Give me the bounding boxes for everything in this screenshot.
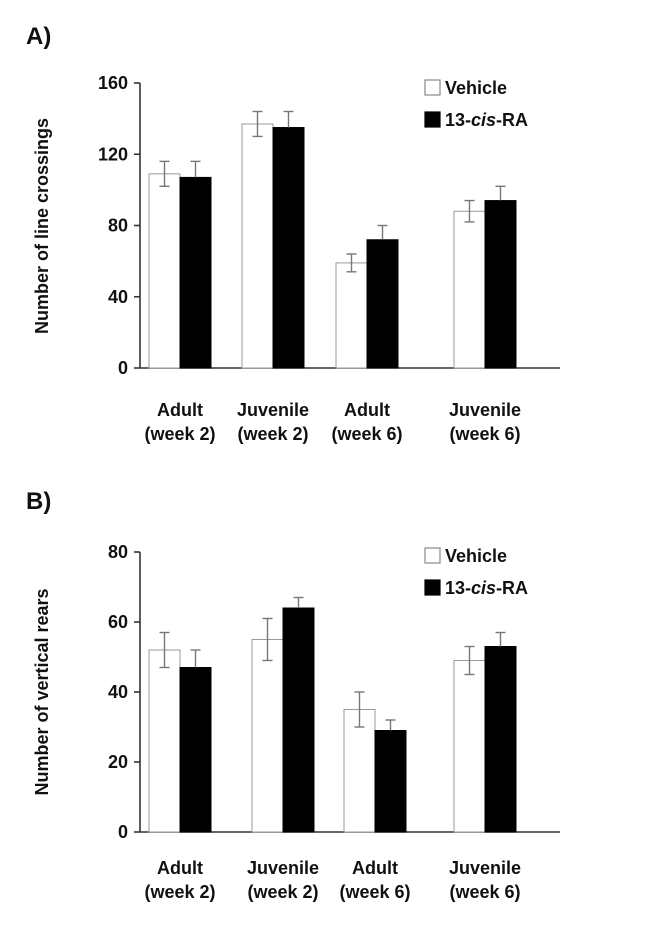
category-label: Juvenile (week 6) bbox=[449, 858, 521, 902]
legend-label-vehicle: Vehicle bbox=[445, 78, 507, 98]
y-axis-title: Number of line crossings bbox=[32, 118, 52, 334]
category-label: Adult (week 2) bbox=[144, 858, 215, 902]
bar-vehicle bbox=[251, 639, 284, 833]
y-tick-label: 120 bbox=[98, 144, 128, 164]
bar-13-cis-ra bbox=[484, 200, 517, 369]
category-label: Adult (week 2) bbox=[144, 400, 215, 444]
legend-swatch-13-cis-ra bbox=[424, 111, 441, 128]
y-tick-label: 160 bbox=[98, 73, 128, 93]
bar-13-cis-ra bbox=[179, 667, 212, 833]
category-label: Adult (week 6) bbox=[331, 400, 402, 444]
legend-swatch-vehicle bbox=[424, 547, 441, 564]
bar-13-cis-ra bbox=[374, 730, 407, 833]
bar-vehicle bbox=[148, 173, 181, 369]
bar-vehicle bbox=[453, 660, 486, 833]
y-tick-label: 60 bbox=[108, 612, 128, 632]
y-tick-label: 0 bbox=[118, 358, 128, 378]
legend-label-13-cis-ra: 13-cis-RA bbox=[445, 110, 528, 130]
legend-swatch-vehicle bbox=[424, 79, 441, 96]
y-tick-label: 80 bbox=[108, 216, 128, 236]
panel-letter: A) bbox=[26, 23, 51, 50]
legend-label-vehicle: Vehicle bbox=[445, 546, 507, 566]
category-label: Juvenile (week 2) bbox=[247, 858, 319, 902]
panel-letter: B) bbox=[26, 488, 51, 515]
category-label: Juvenile (week 2) bbox=[237, 400, 309, 444]
legend-swatch-13-cis-ra bbox=[424, 579, 441, 596]
bar-13-cis-ra bbox=[179, 176, 212, 369]
bar-vehicle bbox=[335, 262, 368, 369]
category-label: Adult (week 6) bbox=[339, 858, 410, 902]
bar-vehicle bbox=[343, 709, 376, 833]
y-tick-label: 0 bbox=[118, 822, 128, 842]
bar-vehicle bbox=[148, 649, 181, 833]
bar-vehicle bbox=[453, 210, 486, 369]
bar-vehicle bbox=[241, 123, 274, 369]
bar-13-cis-ra bbox=[366, 239, 399, 369]
y-tick-label: 40 bbox=[108, 287, 128, 307]
y-tick-label: 20 bbox=[108, 752, 128, 772]
chart-panel-a: A) Number of line crossings 0 40 80 120 160 Adu… bbox=[26, 23, 560, 444]
legend-label-13-cis-ra: 13-cis-RA bbox=[445, 578, 528, 598]
y-tick-label: 80 bbox=[108, 542, 128, 562]
bar-13-cis-ra bbox=[272, 127, 305, 369]
chart-panel-b: B) Number of vertical rears 0 20 40 60 80 Adult… bbox=[26, 488, 560, 902]
bar-13-cis-ra bbox=[282, 607, 315, 833]
y-axis-title: Number of vertical rears bbox=[32, 588, 52, 795]
y-tick-label: 40 bbox=[108, 682, 128, 702]
category-label: Juvenile (week 6) bbox=[449, 400, 521, 444]
bar-13-cis-ra bbox=[484, 646, 517, 833]
